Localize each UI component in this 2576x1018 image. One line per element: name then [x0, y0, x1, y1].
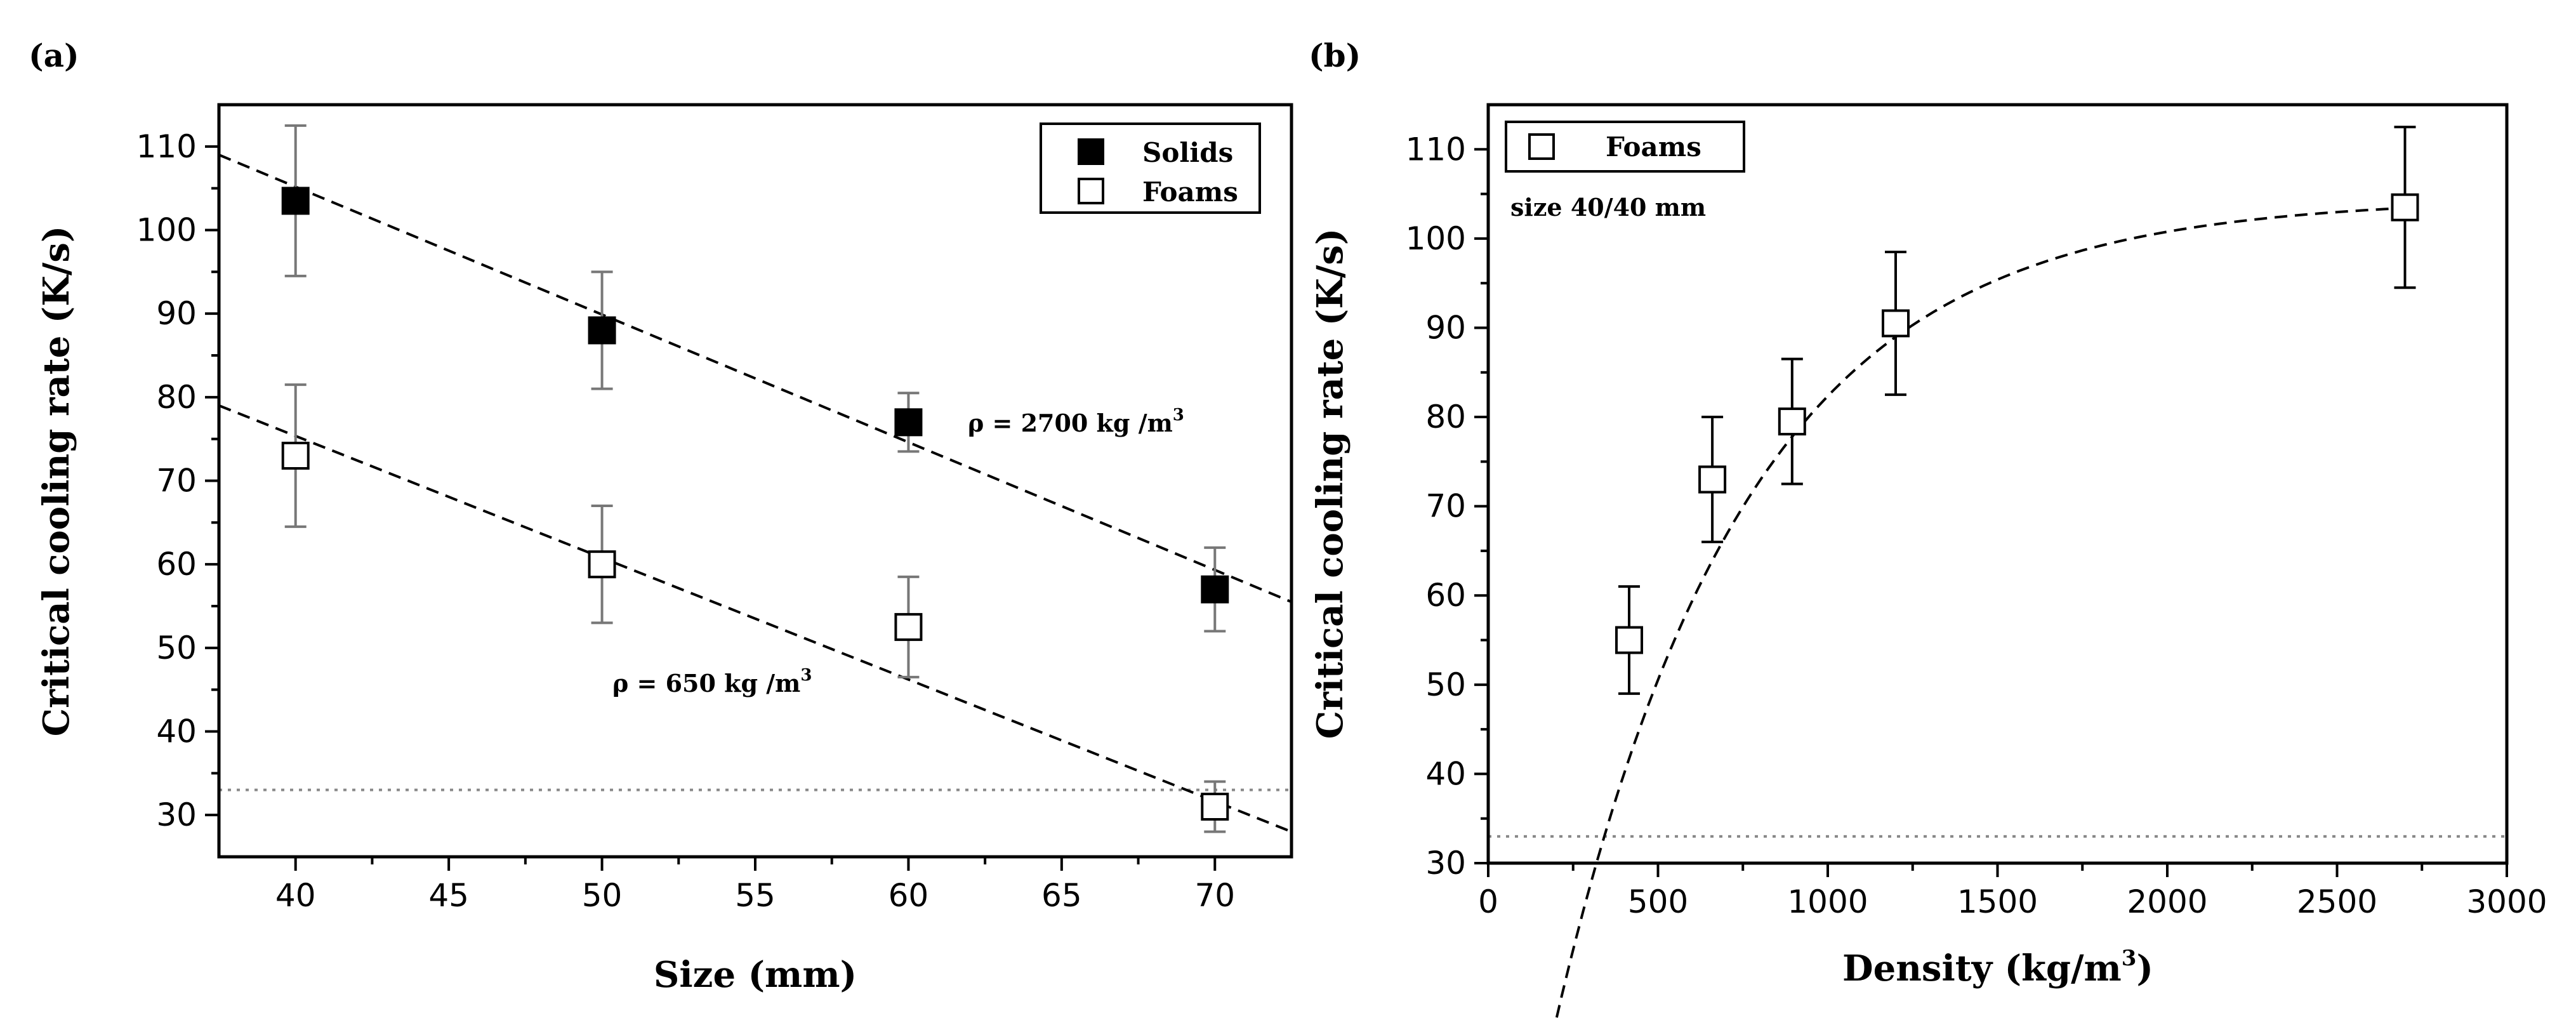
x-tick-label: 60	[888, 877, 929, 914]
panel-b-x-ticks: 0 500 1000 1500 2000 2500 3000	[1478, 863, 2547, 920]
x-tick-label: 1500	[1957, 883, 2038, 920]
panel-a-legend-box	[1040, 122, 1261, 214]
x-tick-label: 0	[1478, 883, 1498, 920]
y-tick-label: 60	[156, 546, 197, 583]
foams-data-point	[1778, 407, 1806, 436]
foams-data-point	[281, 442, 310, 470]
panel-a-data-points	[281, 124, 1229, 833]
foams-data-point	[1201, 793, 1229, 821]
x-tick-label: 55	[735, 877, 776, 914]
fit-curve-foams	[1555, 206, 2405, 1018]
foams-data-point	[588, 550, 616, 579]
legend-foams-marker	[1078, 178, 1104, 204]
panel-a-label: (a)	[29, 37, 79, 74]
solids-data-point	[894, 408, 923, 437]
foams-data-point	[1615, 626, 1644, 654]
y-tick-label: 30	[1425, 845, 1466, 882]
foams-data-point	[1698, 465, 1727, 494]
solids-data-point	[281, 187, 310, 215]
legend-solids-marker	[1078, 138, 1104, 165]
x-tick-label: 70	[1194, 877, 1235, 914]
panel-b-data-points	[1615, 126, 2419, 695]
panel-b-label: (b)	[1309, 37, 1361, 74]
panel-a: (a) 40 45 50 55 60 65 70 30405060708090100110 …	[29, 37, 1293, 996]
y-tick-label: 50	[1425, 666, 1466, 703]
x-tick-label: 40	[275, 877, 316, 914]
annotation-foams-density: ρ = 650 kg /m3	[612, 666, 812, 697]
panel-a-fit-lines	[218, 154, 1292, 833]
solids-data-point	[1201, 575, 1229, 604]
x-tick-label: 50	[582, 877, 623, 914]
y-tick-label: 70	[1425, 488, 1466, 525]
panel-a-x-axis-title: Size (mm)	[654, 954, 857, 996]
y-tick-label: 80	[1425, 399, 1466, 435]
legend-foams-b-marker	[1528, 133, 1555, 160]
legend-solids-label: Solids	[1142, 137, 1233, 168]
panel-b-legend: Foams	[1505, 121, 1745, 173]
legend-foams-b-label: Foams	[1606, 131, 1701, 162]
panel-b: (b) 0 500 1000 1500 2000 2500 3000 30 40 50 60 70 8…	[1309, 37, 2547, 1018]
y-tick-label: 50	[156, 630, 197, 666]
x-tick-label: 500	[1628, 883, 1688, 920]
y-tick-label: 40	[1425, 755, 1466, 792]
y-tick-label: 110	[136, 128, 197, 165]
panel-a-y-axis-title: Critical cooling rate (K/s)	[36, 226, 77, 737]
panel-b-y-axis-title: Critical cooling rate (K/s)	[1309, 228, 1351, 739]
panel-b-y-ticks: 30 40 50 60 70 80 90 100 110	[1406, 131, 1488, 882]
x-tick-label: 65	[1041, 877, 1082, 914]
y-tick-label: 70	[156, 463, 197, 499]
y-tick-label: 110	[1406, 131, 1466, 168]
x-tick-label: 1000	[1787, 883, 1868, 920]
foams-data-point	[1882, 309, 1910, 338]
solids-data-point	[588, 316, 616, 345]
foams-data-point	[2391, 193, 2419, 221]
y-tick-label: 90	[1425, 309, 1466, 346]
panel-b-x-axis-title: Density (kg/m3)	[1842, 946, 2153, 989]
y-tick-label: 100	[1406, 220, 1466, 257]
panel-b-fit-curve	[1555, 206, 2405, 1018]
legend-foams-label: Foams	[1142, 176, 1238, 208]
annotation-solids-density: ρ = 2700 kg /m3	[968, 406, 1184, 437]
annotation-sample-size: size 40/40 mm	[1510, 193, 1706, 221]
panel-a-frame	[217, 103, 1293, 859]
y-tick-label: 90	[156, 295, 197, 332]
panel-a-legend: Solids Foams	[1040, 122, 1261, 214]
x-tick-label: 45	[428, 877, 469, 914]
x-tick-label: 3000	[2466, 883, 2547, 920]
y-tick-label: 80	[156, 379, 197, 416]
x-tick-label: 2000	[2127, 883, 2207, 920]
y-tick-label: 40	[156, 713, 197, 750]
foams-data-point	[894, 612, 923, 641]
panel-a-x-ticks: 40 45 50 55 60 65 70	[275, 857, 1235, 914]
x-tick-label: 2500	[2297, 883, 2377, 920]
panel-a-y-ticks: 30 40 50 60 70 80 90 100 110	[136, 128, 219, 833]
fit-line-foams	[218, 404, 1292, 833]
y-tick-label: 30	[156, 797, 197, 833]
fit-line-solids	[218, 154, 1292, 604]
y-tick-label: 100	[136, 212, 197, 249]
y-tick-label: 60	[1425, 577, 1466, 614]
